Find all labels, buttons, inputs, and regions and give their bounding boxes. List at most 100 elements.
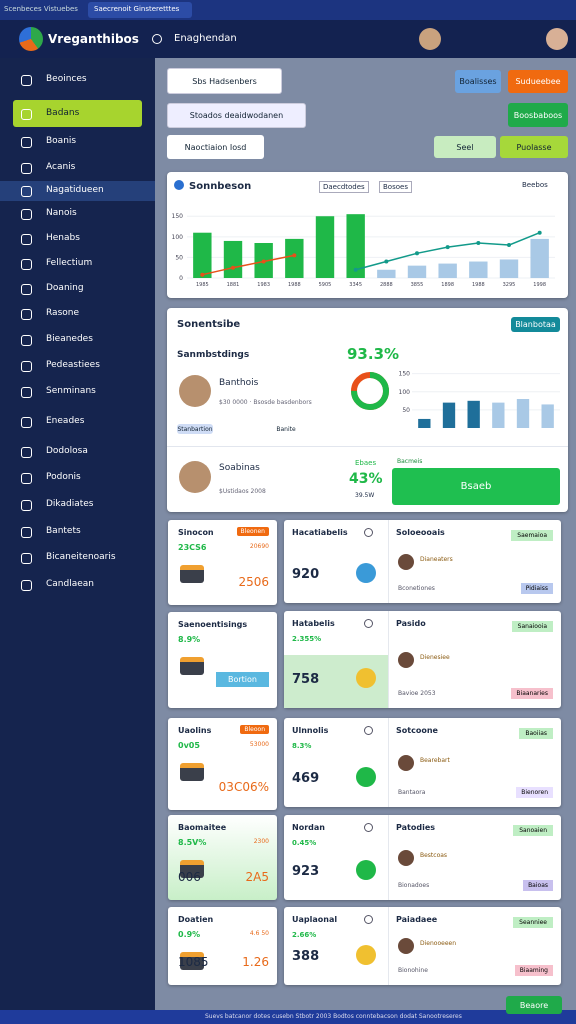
button[interactable]: Bsaeb (392, 468, 560, 505)
wide-card: Hacatiabelis 920 Soloeooais Saemaioa Dianeat… (284, 520, 561, 603)
y-tick-label: 150 (399, 371, 411, 378)
dropdown[interactable]: Sbs Hadsenbers (167, 68, 282, 94)
point (231, 265, 235, 270)
filter[interactable]: Daecdtodes (319, 181, 369, 193)
donut-value (351, 372, 389, 410)
nav-item[interactable]: Senminans (46, 386, 96, 396)
nav-item[interactable]: Acanis (46, 162, 76, 172)
x-tick-label: 1985 (196, 282, 209, 288)
sub: 2300 (253, 838, 269, 845)
help-icon[interactable] (364, 619, 373, 628)
point (292, 253, 297, 258)
button[interactable]: Puolasse (500, 136, 568, 158)
tab[interactable]: Saecrenoit Ginsteretttes (94, 5, 180, 13)
nav-icon (21, 417, 32, 428)
tag: Sanoaien (513, 825, 553, 836)
nav-icon (21, 335, 32, 346)
dropdown[interactable]: Stoados deaidwodanen (167, 103, 306, 128)
card-title: Nordan (292, 823, 325, 832)
avatar[interactable] (546, 28, 568, 50)
nav-item[interactable]: Fellectium (46, 258, 93, 268)
search[interactable]: Enaghendan (174, 33, 237, 44)
icon (180, 763, 204, 781)
value: 388 (292, 949, 320, 964)
side-title: Patodies (396, 823, 436, 832)
sub: 53000 (249, 741, 269, 748)
nav-icon (21, 109, 32, 120)
person-sub: $Ustidaos 2008 (219, 488, 266, 495)
card-title: Doatien (178, 915, 214, 924)
nav-item[interactable]: Bieanedes (46, 334, 93, 344)
active-item[interactable] (13, 100, 142, 127)
tab[interactable]: Scenbeces Vistuebes (4, 5, 78, 13)
nav-item[interactable]: Bicaneitenoaris (46, 552, 116, 562)
nav-item[interactable]: Badans (46, 108, 80, 118)
side-title: Paiadaee (396, 915, 438, 924)
nav-item[interactable]: Bantets (46, 526, 81, 536)
icon (356, 668, 376, 688)
help-icon[interactable] (364, 726, 373, 735)
note: Bionohine (398, 967, 428, 974)
filter[interactable]: Bosoes (379, 181, 412, 193)
chip: Bienoren (516, 787, 553, 798)
button[interactable]: Boosbaboos (508, 103, 568, 127)
button[interactable]: Boalisses (455, 70, 501, 93)
divider (388, 718, 389, 807)
nav-item[interactable]: Candlaean (46, 579, 94, 589)
button[interactable]: Stanbartion (177, 424, 213, 434)
value: 920 (292, 567, 320, 582)
help-icon[interactable] (364, 528, 373, 537)
icon (174, 180, 184, 190)
tab-active[interactable] (88, 2, 192, 18)
nav-item[interactable]: Henabs (46, 233, 80, 243)
help-icon[interactable] (364, 823, 373, 832)
wide-card: Ulnnolis 8.3% 469 Sotcoone Baoiias Bearebart B… (284, 718, 561, 807)
small-value: 39.5W (355, 492, 375, 499)
button[interactable]: Sudueebee (508, 70, 568, 93)
y-tick-label: 100 (172, 234, 184, 241)
big-value: 1.26 (242, 955, 269, 969)
filter[interactable]: Beebos (522, 181, 548, 189)
footer-text: Suevs batcanor dotes cusebn Stbotr 2003 … (205, 1013, 462, 1020)
nav-icon (21, 553, 32, 564)
bar (407, 265, 427, 278)
value: 758 (292, 672, 320, 687)
nav-item[interactable]: Eneades (46, 416, 85, 426)
avatar[interactable] (419, 28, 441, 50)
button[interactable]: Banite (263, 424, 309, 434)
bar (499, 259, 519, 278)
button[interactable]: Seel (434, 136, 496, 158)
nav-item[interactable]: Dikadiates (46, 499, 94, 509)
nav-item[interactable]: Beoinces (46, 74, 87, 84)
nav-item[interactable]: Rasone (46, 308, 80, 318)
chip: Biaanaries (511, 688, 553, 699)
icon (180, 952, 204, 970)
help-icon[interactable] (364, 915, 373, 924)
button[interactable]: Beaore (506, 996, 562, 1014)
note: Bacmeis (397, 458, 423, 465)
divider (388, 611, 389, 708)
button[interactable]: Blanbotaa (511, 317, 560, 332)
big-value: 43% (349, 471, 383, 487)
point (476, 241, 481, 245)
nav-item[interactable]: Doaning (46, 283, 84, 293)
percent: 2.355% (292, 635, 322, 643)
side-title: Pasido (396, 619, 426, 628)
search-box[interactable]: Naoctiaion Iosd (167, 135, 264, 159)
person: Dianeaters (420, 555, 453, 563)
nav-item[interactable]: Nanois (46, 208, 77, 218)
chart-card: Sonnbeson Daecdtodes Bosoes Beebos 0 50 10… (167, 172, 568, 298)
percent: 23CS6 (178, 543, 207, 552)
nav-item[interactable]: Nagatidueen (46, 185, 104, 195)
person: Dienooeeen (420, 940, 456, 947)
nav-item[interactable]: Pedeastiees (46, 360, 100, 370)
nav-item[interactable]: Dodolosa (46, 446, 88, 456)
subtitle: Sanmbstdings (177, 350, 250, 360)
bar (492, 402, 505, 428)
search-icon[interactable] (152, 34, 162, 44)
nav-icon (21, 186, 32, 197)
card-title: Sonnbeson (189, 181, 252, 192)
nav-item[interactable]: Boanis (46, 136, 77, 146)
nav-item[interactable]: Podonis (46, 472, 81, 482)
